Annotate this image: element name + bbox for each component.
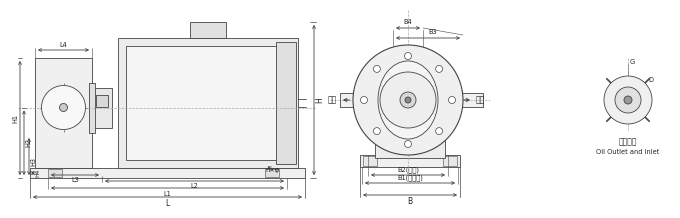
Text: D: D bbox=[648, 77, 653, 83]
Text: H2: H2 bbox=[25, 138, 31, 147]
Text: L1: L1 bbox=[164, 191, 171, 197]
Bar bbox=[126, 46, 290, 160]
Circle shape bbox=[405, 140, 411, 148]
Bar bbox=[363, 156, 377, 166]
Circle shape bbox=[449, 97, 456, 104]
Text: H4: H4 bbox=[35, 169, 41, 177]
Circle shape bbox=[373, 65, 380, 72]
Bar bbox=[378, 130, 442, 142]
Text: B: B bbox=[407, 196, 413, 206]
Text: L: L bbox=[165, 199, 169, 208]
Circle shape bbox=[360, 97, 367, 104]
Text: Oil Outlet and inlet: Oil Outlet and inlet bbox=[596, 149, 660, 155]
Text: B4: B4 bbox=[404, 19, 412, 25]
Bar bbox=[265, 169, 279, 177]
Bar bbox=[89, 82, 95, 133]
Text: H1: H1 bbox=[12, 114, 18, 123]
Text: 进口: 进口 bbox=[475, 95, 485, 104]
Circle shape bbox=[373, 128, 380, 135]
Circle shape bbox=[405, 97, 411, 103]
Bar bbox=[35, 58, 92, 168]
Text: 出口: 出口 bbox=[327, 95, 337, 104]
Text: H: H bbox=[316, 97, 324, 103]
Bar bbox=[276, 42, 296, 164]
Text: B1(电机端): B1(电机端) bbox=[397, 175, 423, 181]
Bar bbox=[190, 22, 226, 38]
Text: L2: L2 bbox=[190, 183, 199, 189]
Bar bbox=[461, 93, 483, 107]
Circle shape bbox=[41, 85, 86, 129]
Text: H3: H3 bbox=[30, 157, 36, 166]
Text: n×φ: n×φ bbox=[265, 167, 279, 173]
Circle shape bbox=[353, 45, 463, 155]
Bar bbox=[48, 169, 62, 177]
Text: 进出油口: 进出油口 bbox=[619, 138, 637, 146]
Bar bbox=[375, 138, 445, 158]
Bar bbox=[340, 93, 362, 107]
Circle shape bbox=[380, 72, 436, 128]
Circle shape bbox=[405, 53, 411, 60]
Circle shape bbox=[436, 128, 443, 135]
Text: B2(泵端): B2(泵端) bbox=[397, 167, 419, 173]
Bar bbox=[96, 95, 108, 107]
Bar bbox=[118, 38, 298, 168]
Bar bbox=[360, 155, 460, 167]
Circle shape bbox=[624, 96, 632, 104]
Circle shape bbox=[60, 104, 67, 111]
Text: L4: L4 bbox=[60, 42, 67, 48]
Text: B3: B3 bbox=[428, 29, 437, 35]
Ellipse shape bbox=[378, 61, 438, 139]
Circle shape bbox=[615, 87, 641, 113]
Circle shape bbox=[400, 92, 416, 108]
Bar bbox=[30, 168, 305, 178]
Text: L3: L3 bbox=[71, 177, 79, 183]
Bar bbox=[92, 87, 112, 128]
Circle shape bbox=[604, 76, 652, 124]
Text: G: G bbox=[630, 59, 635, 65]
Bar bbox=[443, 156, 457, 166]
Circle shape bbox=[436, 65, 443, 72]
